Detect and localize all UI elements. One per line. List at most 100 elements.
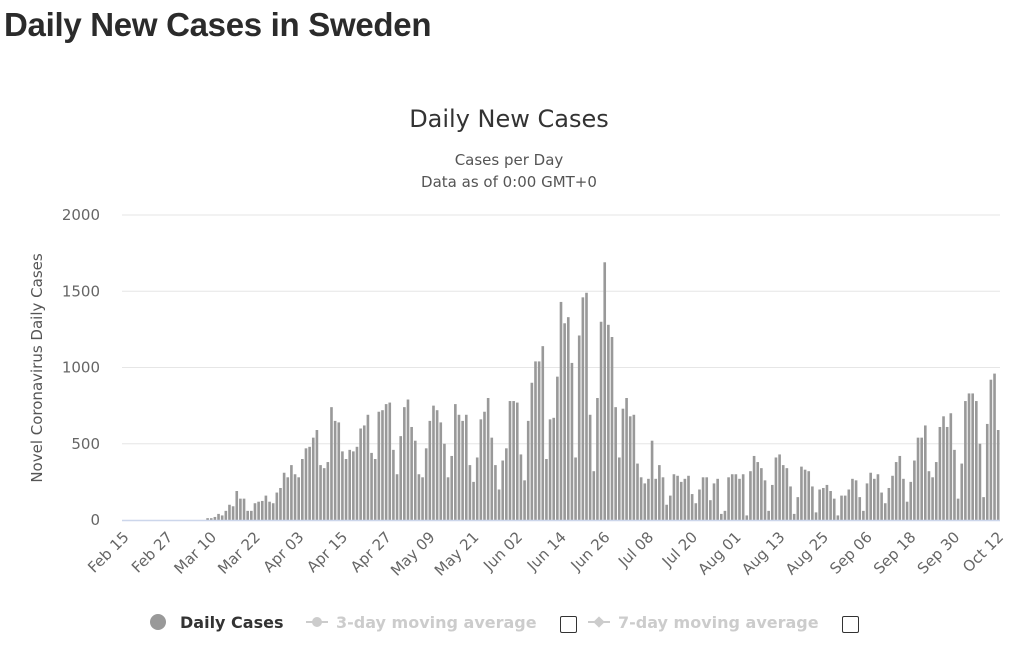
bar[interactable]: [209, 518, 213, 520]
legend-item-3-day-average[interactable]: 3-day moving average: [306, 608, 537, 636]
bar[interactable]: [472, 481, 475, 521]
bar[interactable]: [370, 452, 373, 520]
bar[interactable]: [213, 516, 217, 520]
bar[interactable]: [734, 474, 738, 520]
bar[interactable]: [847, 489, 851, 521]
bar[interactable]: [282, 472, 286, 520]
bar[interactable]: [293, 474, 297, 520]
bar[interactable]: [501, 460, 505, 520]
bar[interactable]: [610, 337, 614, 520]
bar[interactable]: [913, 460, 916, 520]
bar[interactable]: [505, 448, 508, 520]
bar[interactable]: [366, 414, 370, 520]
bar[interactable]: [934, 462, 938, 520]
bar[interactable]: [752, 455, 756, 520]
bar[interactable]: [803, 469, 807, 520]
bar[interactable]: [417, 474, 421, 520]
bar[interactable]: [650, 440, 654, 520]
bar[interactable]: [235, 491, 239, 520]
legend-item-daily-cases[interactable]: Daily Cases: [150, 608, 283, 636]
bar[interactable]: [920, 437, 923, 520]
bar[interactable]: [760, 468, 763, 520]
bar[interactable]: [439, 422, 443, 520]
bar[interactable]: [566, 317, 570, 520]
bar[interactable]: [730, 474, 734, 520]
bar[interactable]: [577, 335, 581, 520]
bar[interactable]: [625, 398, 628, 520]
bar[interactable]: [231, 506, 235, 520]
bar[interactable]: [337, 422, 341, 520]
bar[interactable]: [268, 501, 271, 520]
bar[interactable]: [392, 449, 395, 520]
bar[interactable]: [530, 382, 534, 520]
bar[interactable]: [741, 474, 745, 520]
bar[interactable]: [556, 376, 559, 520]
bar[interactable]: [479, 419, 483, 520]
bar[interactable]: [716, 478, 719, 520]
bar[interactable]: [326, 462, 330, 520]
bar[interactable]: [322, 468, 326, 520]
bar[interactable]: [938, 426, 942, 520]
bar[interactable]: [894, 462, 898, 520]
bar[interactable]: [523, 480, 526, 520]
bar[interactable]: [876, 474, 880, 520]
bar[interactable]: [406, 399, 410, 520]
bar[interactable]: [468, 465, 472, 520]
bar[interactable]: [945, 426, 949, 520]
bar[interactable]: [264, 495, 268, 520]
bar[interactable]: [290, 465, 293, 520]
bar[interactable]: [647, 478, 650, 520]
bar[interactable]: [800, 466, 803, 521]
bar[interactable]: [515, 402, 519, 520]
bar[interactable]: [676, 475, 679, 520]
bar[interactable]: [377, 411, 381, 520]
bar[interactable]: [621, 408, 625, 520]
bar[interactable]: [683, 478, 687, 520]
bar[interactable]: [403, 407, 406, 520]
bar[interactable]: [953, 449, 956, 520]
bar[interactable]: [978, 443, 982, 520]
bar[interactable]: [887, 487, 891, 520]
bar[interactable]: [344, 459, 348, 520]
bar[interactable]: [931, 477, 934, 520]
bar[interactable]: [410, 426, 413, 520]
bar[interactable]: [614, 407, 617, 520]
bar[interactable]: [526, 420, 530, 521]
bar[interactable]: [304, 448, 308, 520]
bar[interactable]: [399, 436, 403, 521]
bar[interactable]: [873, 478, 876, 520]
bar[interactable]: [461, 420, 464, 521]
bar[interactable]: [454, 404, 457, 520]
bar[interactable]: [545, 459, 548, 520]
bar[interactable]: [745, 515, 749, 520]
bar[interactable]: [829, 491, 832, 520]
bar[interactable]: [738, 478, 741, 520]
bar[interactable]: [818, 489, 821, 521]
bar[interactable]: [687, 475, 690, 520]
bar[interactable]: [333, 420, 337, 521]
bar[interactable]: [250, 510, 253, 520]
bar[interactable]: [636, 463, 639, 520]
bar[interactable]: [862, 510, 865, 520]
bar[interactable]: [257, 501, 260, 520]
bar[interactable]: [883, 503, 887, 520]
bar[interactable]: [537, 361, 541, 520]
bar[interactable]: [271, 503, 275, 520]
bar[interactable]: [446, 477, 450, 520]
bar[interactable]: [654, 478, 658, 520]
bar[interactable]: [967, 393, 971, 520]
bar[interactable]: [942, 416, 945, 520]
bar[interactable]: [570, 362, 574, 520]
bar[interactable]: [763, 480, 767, 520]
bar[interactable]: [705, 477, 709, 520]
bar[interactable]: [301, 459, 304, 520]
bar[interactable]: [435, 410, 439, 520]
bar[interactable]: [851, 478, 854, 520]
bar[interactable]: [457, 414, 461, 520]
bar[interactable]: [563, 323, 566, 520]
checkbox-7-day-average[interactable]: [842, 616, 859, 633]
bar[interactable]: [228, 504, 231, 520]
bar[interactable]: [836, 515, 840, 520]
bar[interactable]: [701, 477, 705, 520]
bar[interactable]: [574, 457, 577, 520]
